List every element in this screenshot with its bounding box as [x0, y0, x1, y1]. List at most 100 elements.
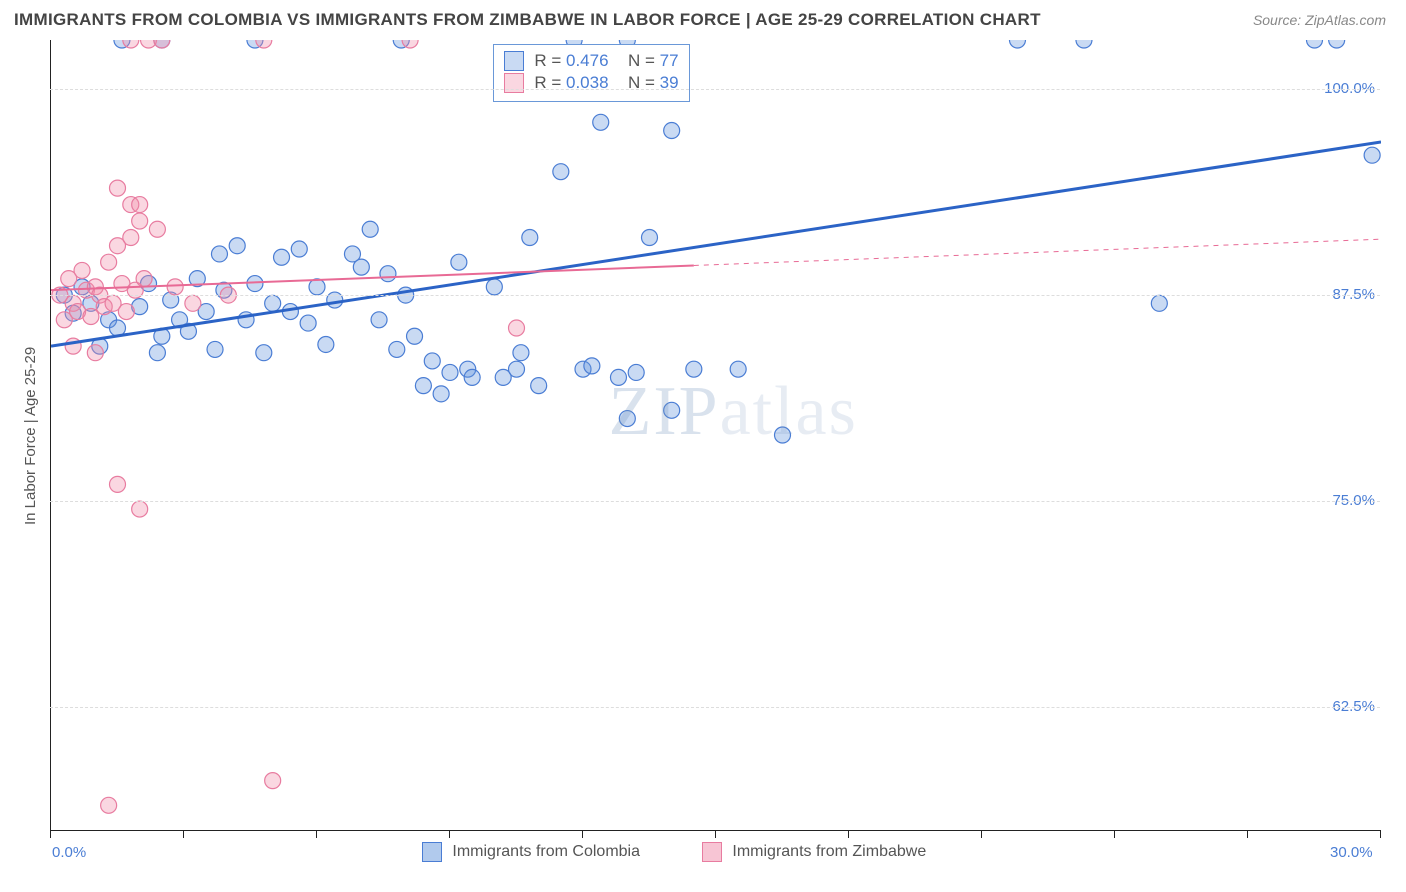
chart-container: IMMIGRANTS FROM COLOMBIA VS IMMIGRANTS F…	[0, 0, 1406, 892]
data-point	[101, 797, 117, 813]
stats-row: R = 0.476 N = 77	[504, 51, 678, 71]
gridline	[50, 707, 1380, 708]
data-point	[584, 358, 600, 374]
data-point	[775, 427, 791, 443]
data-point	[509, 320, 525, 336]
data-point	[730, 361, 746, 377]
x-tick	[50, 830, 51, 838]
data-point	[149, 345, 165, 361]
stat-n: N = 77	[619, 51, 679, 71]
x-tick-label: 0.0%	[52, 844, 86, 861]
chart-title: IMMIGRANTS FROM COLOMBIA VS IMMIGRANTS F…	[14, 10, 1041, 30]
plot-area	[50, 40, 1381, 831]
x-tick	[316, 830, 317, 838]
x-tick	[848, 830, 849, 838]
data-point	[610, 369, 626, 385]
data-point	[110, 180, 126, 196]
x-tick	[183, 830, 184, 838]
x-tick	[449, 830, 450, 838]
data-point	[415, 378, 431, 394]
gridline	[50, 501, 1380, 502]
data-point	[380, 266, 396, 282]
data-point	[664, 402, 680, 418]
data-point	[433, 386, 449, 402]
x-tick	[582, 830, 583, 838]
data-point	[1329, 40, 1345, 48]
data-point	[318, 336, 334, 352]
data-point	[371, 312, 387, 328]
data-point	[110, 476, 126, 492]
data-point	[442, 364, 458, 380]
data-point	[154, 40, 170, 48]
correlation-stats-box: R = 0.476 N = 77R = 0.038 N = 39	[493, 44, 689, 102]
data-point	[291, 241, 307, 257]
data-point	[464, 369, 480, 385]
bottom-legend-item: Immigrants from Colombia	[422, 842, 640, 862]
x-tick	[981, 830, 982, 838]
data-point	[132, 213, 148, 229]
data-point	[211, 246, 227, 262]
data-point	[1307, 40, 1323, 48]
x-tick	[715, 830, 716, 838]
data-point	[619, 411, 635, 427]
data-point	[265, 773, 281, 789]
data-point	[274, 249, 290, 265]
data-point	[123, 230, 139, 246]
data-point	[309, 279, 325, 295]
data-point	[132, 197, 148, 213]
y-axis-label: In Labor Force | Age 25-29	[22, 347, 39, 525]
trend-line-extrapolated	[694, 239, 1381, 265]
data-point	[424, 353, 440, 369]
data-point	[74, 262, 90, 278]
data-point	[247, 276, 263, 292]
data-point	[265, 295, 281, 311]
data-point	[1009, 40, 1025, 48]
plot-svg	[51, 40, 1381, 830]
legend-swatch	[702, 842, 722, 862]
data-point	[1076, 40, 1092, 48]
data-point	[686, 361, 702, 377]
data-point	[407, 328, 423, 344]
x-tick	[1114, 830, 1115, 838]
data-point	[531, 378, 547, 394]
data-point	[642, 230, 658, 246]
data-point	[83, 309, 99, 325]
trend-line	[51, 142, 1381, 346]
data-point	[149, 221, 165, 237]
legend-label: Immigrants from Colombia	[452, 843, 640, 861]
data-point	[593, 114, 609, 130]
gridline	[50, 295, 1380, 296]
data-point	[87, 345, 103, 361]
data-point	[207, 341, 223, 357]
data-point	[101, 254, 117, 270]
x-tick-label: 30.0%	[1330, 844, 1373, 861]
legend-swatch	[504, 51, 524, 71]
data-point	[451, 254, 467, 270]
legend-swatch	[422, 842, 442, 862]
bottom-legend-item: Immigrants from Zimbabwe	[702, 842, 926, 862]
x-tick	[1247, 830, 1248, 838]
data-point	[167, 279, 183, 295]
data-point	[362, 221, 378, 237]
data-point	[522, 230, 538, 246]
data-point	[256, 345, 272, 361]
data-point	[1364, 147, 1380, 163]
data-point	[486, 279, 502, 295]
data-point	[553, 164, 569, 180]
data-point	[353, 259, 369, 275]
data-point	[118, 304, 134, 320]
data-point	[664, 123, 680, 139]
data-point	[132, 501, 148, 517]
data-point	[389, 341, 405, 357]
stat-r: R = 0.476	[534, 51, 608, 71]
data-point	[300, 315, 316, 331]
data-point	[1151, 295, 1167, 311]
gridline	[50, 89, 1380, 90]
data-point	[229, 238, 245, 254]
data-point	[136, 271, 152, 287]
data-point	[185, 295, 201, 311]
x-tick	[1380, 830, 1381, 838]
source-label: Source: ZipAtlas.com	[1253, 12, 1386, 28]
data-point	[509, 361, 525, 377]
legend-label: Immigrants from Zimbabwe	[732, 843, 926, 861]
